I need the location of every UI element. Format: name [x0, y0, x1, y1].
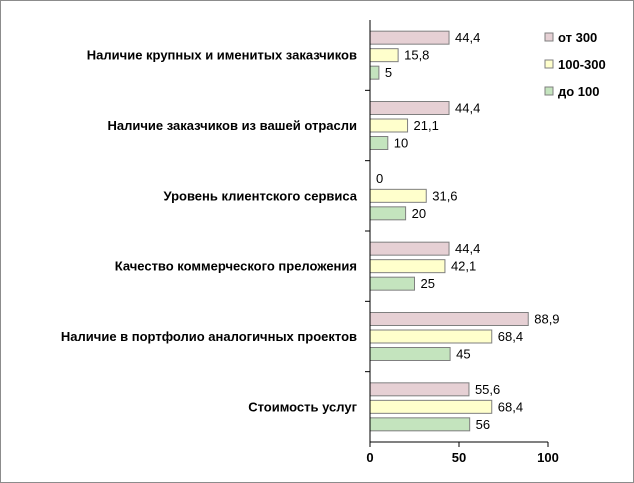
- bar-1: [369, 312, 529, 326]
- data-label: 31,6: [432, 188, 457, 203]
- bar-3: [369, 206, 407, 221]
- legend-label: от 300: [558, 30, 597, 45]
- data-label: 68,4: [498, 329, 523, 344]
- data-label: 0: [376, 171, 383, 186]
- bar-3: [369, 276, 415, 291]
- legend-label: 100-300: [558, 57, 606, 72]
- data-label: 15,8: [404, 48, 429, 63]
- bar-3: [369, 65, 380, 80]
- data-label: 25: [421, 276, 435, 291]
- x-tick-label: 0: [366, 450, 373, 465]
- data-label: 68,4: [498, 399, 523, 414]
- category-label: Наличие заказчиков из вашей отрасли: [108, 118, 357, 133]
- bar-2: [369, 188, 427, 203]
- category-label: Стоимость услуг: [248, 399, 357, 414]
- data-label: 44,4: [455, 101, 480, 116]
- bar-1: [369, 241, 450, 256]
- data-label: 5: [385, 65, 392, 80]
- bar-1: [369, 382, 470, 397]
- data-label: 20: [412, 206, 426, 221]
- legend-swatch: [544, 86, 554, 96]
- bar-3: [369, 417, 471, 432]
- category-label: Наличие в портфолио аналогичных проектов: [61, 329, 357, 344]
- data-label: 21,1: [414, 118, 439, 133]
- bar-2: [369, 48, 399, 63]
- data-label: 44,4: [455, 241, 480, 256]
- category-label: Уровень клиентского сервиса: [164, 188, 358, 203]
- category-label: Качество коммерческого преложения: [115, 259, 357, 274]
- bar-2: [369, 329, 493, 344]
- x-tick-label: 100: [537, 450, 559, 465]
- bar-3: [369, 136, 389, 150]
- data-label: 55,6: [475, 382, 500, 397]
- data-label: 44,4: [455, 30, 480, 45]
- bar-3: [369, 347, 451, 361]
- data-label: 45: [456, 347, 470, 362]
- data-label: 88,9: [534, 312, 559, 327]
- legend-swatch: [544, 32, 554, 42]
- bar-2: [369, 259, 446, 274]
- category-label: Наличие крупных и именитых заказчиков: [87, 48, 357, 63]
- bar-2: [369, 118, 409, 133]
- legend-label: до 100: [558, 84, 600, 99]
- bar-1: [369, 101, 450, 115]
- data-label: 42,1: [451, 259, 476, 274]
- data-label: 10: [394, 136, 408, 151]
- data-label: 56: [476, 417, 490, 432]
- bar-2: [369, 399, 493, 414]
- x-tick-label: 50: [452, 450, 466, 465]
- bar-1: [369, 30, 450, 45]
- legend-swatch: [544, 59, 554, 69]
